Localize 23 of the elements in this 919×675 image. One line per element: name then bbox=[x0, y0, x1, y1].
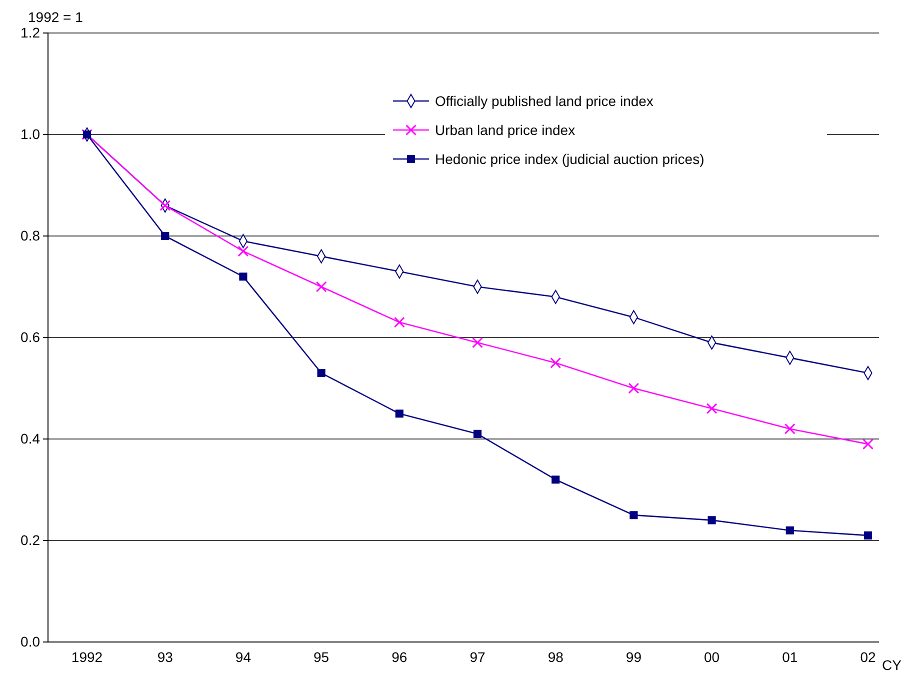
y-tick-label: 0.2 bbox=[20, 532, 40, 548]
legend-label: Hedonic price index (judicial auction prices) bbox=[435, 151, 704, 167]
x-tick-label: 96 bbox=[392, 648, 408, 665]
y-tick-label: 1.2 bbox=[20, 24, 40, 40]
y-axis-title: 1992 = 1 bbox=[28, 9, 84, 25]
y-tick-label: 1.0 bbox=[20, 126, 40, 142]
x-tick-label: 00 bbox=[704, 648, 720, 665]
y-tick-label: 0.8 bbox=[20, 227, 40, 244]
x-tick-label: 99 bbox=[626, 648, 642, 665]
y-tick-label: 0.0 bbox=[20, 633, 40, 650]
x-tick-label: 97 bbox=[470, 648, 486, 665]
legend-label: Officially published land price index bbox=[435, 93, 654, 109]
x-tick-label: 98 bbox=[548, 648, 564, 665]
x-tick-label: 95 bbox=[314, 648, 330, 665]
x-tick-label: 01 bbox=[782, 648, 798, 665]
y-tick-label: 0.6 bbox=[20, 328, 40, 345]
x-axis-title: CY bbox=[882, 657, 902, 673]
x-tick-label: 94 bbox=[235, 648, 252, 665]
x-tick-label: 93 bbox=[157, 648, 174, 665]
y-tick-label: 0.4 bbox=[20, 430, 40, 446]
legend-label: Urban land price index bbox=[435, 122, 576, 138]
x-tick-label: 1992 bbox=[71, 648, 103, 665]
x-tick-label: 02 bbox=[860, 648, 876, 665]
